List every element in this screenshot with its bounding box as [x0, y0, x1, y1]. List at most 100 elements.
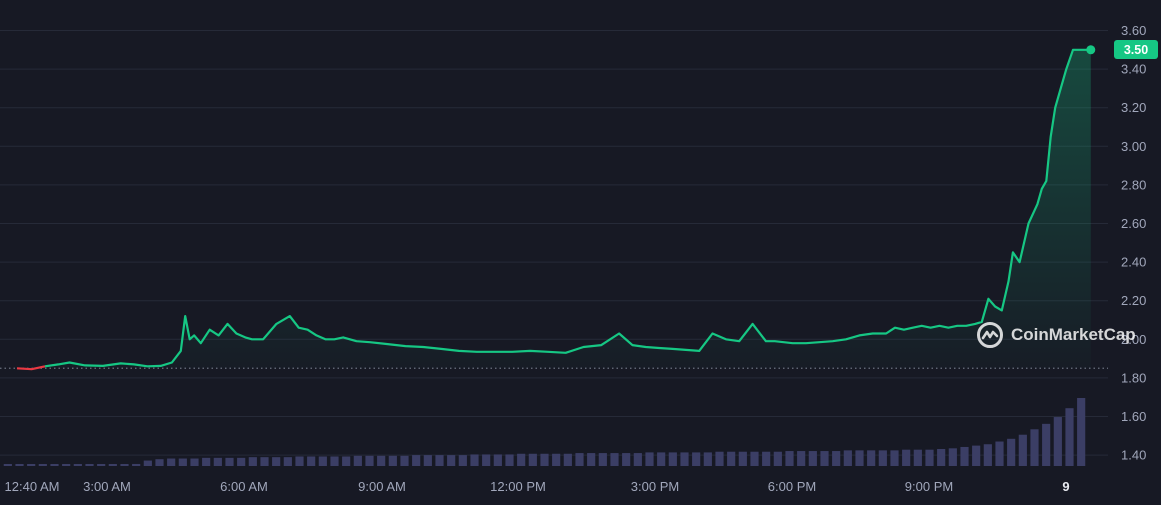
volume-bar — [27, 464, 36, 466]
volume-bar — [423, 455, 432, 466]
volume-bar — [272, 457, 281, 466]
volume-bar — [960, 446, 969, 466]
volume-bar — [750, 451, 759, 466]
volume-bars — [3, 398, 1086, 466]
volume-bar — [668, 452, 677, 466]
volume-bar — [447, 455, 456, 466]
volume-bar — [878, 450, 887, 466]
x-tick-label: 3:00 PM — [631, 479, 679, 494]
volume-bar — [283, 457, 292, 466]
price-area-fill — [45, 49, 1091, 369]
volume-bar — [1077, 398, 1086, 466]
volume-bar — [820, 451, 829, 466]
volume-bar — [330, 456, 339, 466]
y-tick-label: 3.40 — [1121, 62, 1146, 77]
x-tick-label: 6:00 PM — [768, 479, 816, 494]
volume-bar — [15, 464, 24, 466]
volume-bar — [727, 451, 736, 466]
volume-bar — [470, 454, 479, 466]
volume-bar — [645, 452, 654, 466]
volume-bar — [178, 458, 187, 466]
watermark-text: CoinMarketCap — [1011, 325, 1136, 344]
volume-bar — [925, 449, 934, 466]
last-price-point[interactable] — [1086, 45, 1096, 55]
volume-bar — [295, 456, 304, 466]
volume-bar — [855, 450, 864, 466]
volume-bar — [983, 444, 992, 466]
volume-bar — [633, 453, 642, 466]
volume-bar — [120, 464, 129, 466]
volume-bar — [692, 452, 701, 466]
volume-bar — [412, 455, 421, 466]
y-tick-label: 2.00 — [1121, 332, 1146, 347]
current-price-badge: 3.50 — [1114, 40, 1158, 59]
volume-bar — [1065, 408, 1074, 466]
volume-bar — [260, 457, 269, 466]
volume-bar — [937, 449, 946, 466]
volume-bar — [73, 464, 82, 466]
volume-bar — [563, 453, 572, 466]
volume-bar — [237, 457, 246, 466]
y-tick-label: 3.00 — [1121, 139, 1146, 154]
volume-bar — [587, 453, 596, 466]
volume-bar — [762, 451, 771, 466]
volume-bar — [132, 463, 141, 466]
current-price-label: 3.50 — [1123, 42, 1149, 57]
volume-bar — [435, 455, 444, 466]
volume-bar — [1018, 434, 1027, 466]
volume-bar — [575, 453, 584, 466]
volume-bar — [528, 453, 537, 466]
volume-bar — [493, 454, 502, 466]
y-tick-label: 2.80 — [1121, 177, 1146, 192]
volume-bar — [715, 451, 724, 466]
volume-bar — [3, 464, 12, 466]
volume-bar — [85, 464, 94, 466]
volume-bar — [307, 456, 316, 466]
y-tick-label: 2.40 — [1121, 255, 1146, 270]
volume-bar — [155, 459, 164, 466]
y-tick-label: 3.20 — [1121, 100, 1146, 115]
y-tick-label: 2.20 — [1121, 293, 1146, 308]
volume-bar — [657, 452, 666, 466]
volume-bar — [225, 457, 234, 466]
x-tick-label: 9:00 PM — [905, 479, 953, 494]
volume-bar — [785, 451, 794, 466]
volume-bar — [738, 451, 747, 466]
volume-bar — [867, 450, 876, 466]
volume-bar — [552, 453, 561, 466]
volume-bar — [318, 456, 327, 466]
volume-bar — [190, 458, 199, 466]
y-tick-label: 1.60 — [1121, 409, 1146, 424]
volume-bar — [948, 448, 957, 466]
volume-bar — [458, 455, 467, 466]
volume-bar — [832, 451, 841, 466]
volume-bar — [890, 450, 899, 466]
volume-bar — [342, 456, 351, 466]
volume-bar — [248, 457, 257, 466]
volume-bar — [400, 455, 409, 466]
volume-bar — [1042, 423, 1051, 466]
volume-bar — [482, 454, 491, 466]
volume-bar — [202, 457, 211, 466]
y-tick-label: 3.60 — [1121, 23, 1146, 38]
volume-bar — [773, 451, 782, 466]
volume-bar — [598, 453, 607, 466]
volume-bar — [622, 453, 631, 466]
coinmarketcap-logo-icon — [977, 322, 1003, 348]
volume-bar — [703, 452, 712, 466]
volume-bar — [540, 453, 549, 466]
volume-bar — [505, 454, 514, 466]
volume-bar — [97, 464, 106, 466]
volume-bar — [213, 457, 222, 466]
volume-bar — [913, 449, 922, 466]
y-tick-label: 1.40 — [1121, 448, 1146, 463]
volume-bar — [143, 460, 152, 466]
volume-bar — [1030, 429, 1039, 466]
volume-bar — [995, 441, 1004, 466]
y-axis-labels: 3.60 3.40 3.20 3.00 2.80 2.60 2.40 2.20 2.00 1.80… — [1121, 23, 1146, 463]
volume-bar — [680, 452, 689, 466]
volume-bar — [1007, 438, 1016, 466]
volume-bar — [808, 451, 817, 466]
